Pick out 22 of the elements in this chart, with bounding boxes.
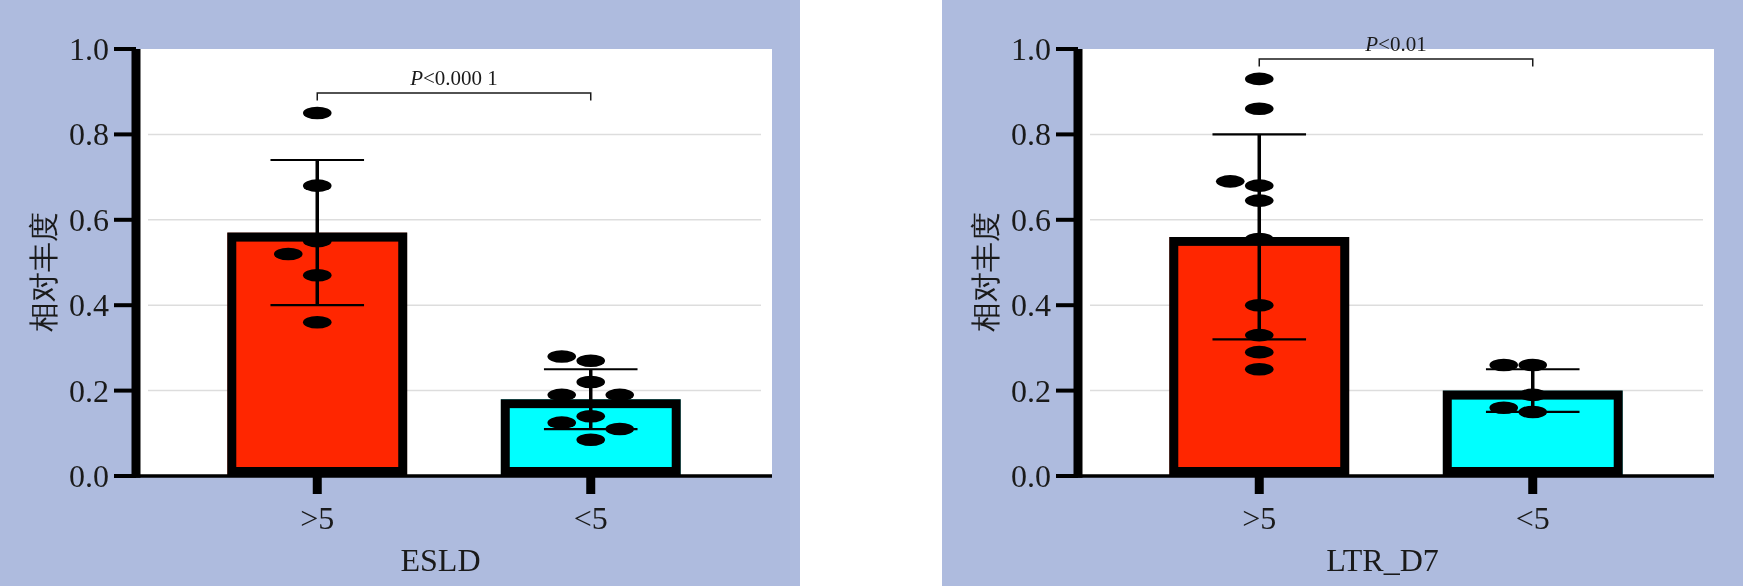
- x-tick-label: <5: [573, 500, 608, 536]
- y-axis-title: 相对丰度: [26, 211, 60, 332]
- y-tick-label: 0.6: [69, 201, 109, 238]
- y-axis-title: 相对丰度: [968, 211, 1002, 332]
- y-tick-label: 0.8: [69, 116, 109, 153]
- x-axis-title: LTR_D7: [1326, 542, 1439, 578]
- x-tick-label: <5: [1515, 500, 1550, 536]
- y-tick-label: 0.2: [1011, 372, 1051, 409]
- y-tick-label: 0.8: [1011, 116, 1051, 153]
- y-tick-label: 1.0: [69, 31, 109, 67]
- x-tick-label: >5: [300, 500, 335, 536]
- y-tick-label: 1.0: [1011, 31, 1051, 67]
- annotation: P<0.01: [1365, 31, 1427, 56]
- annotation: P<0.000 1: [410, 66, 498, 91]
- y-tick-label: 0.0: [1011, 458, 1051, 494]
- y-tick-label: 0.2: [69, 372, 109, 409]
- x-tick-label: >5: [1242, 500, 1277, 536]
- y-tick-label: 0.4: [69, 287, 109, 324]
- x-axis-title: ESLD: [400, 542, 481, 578]
- y-tick-label: 0.0: [69, 458, 109, 494]
- y-tick-label: 0.4: [1011, 287, 1051, 324]
- y-tick-label: 0.6: [1011, 201, 1051, 238]
